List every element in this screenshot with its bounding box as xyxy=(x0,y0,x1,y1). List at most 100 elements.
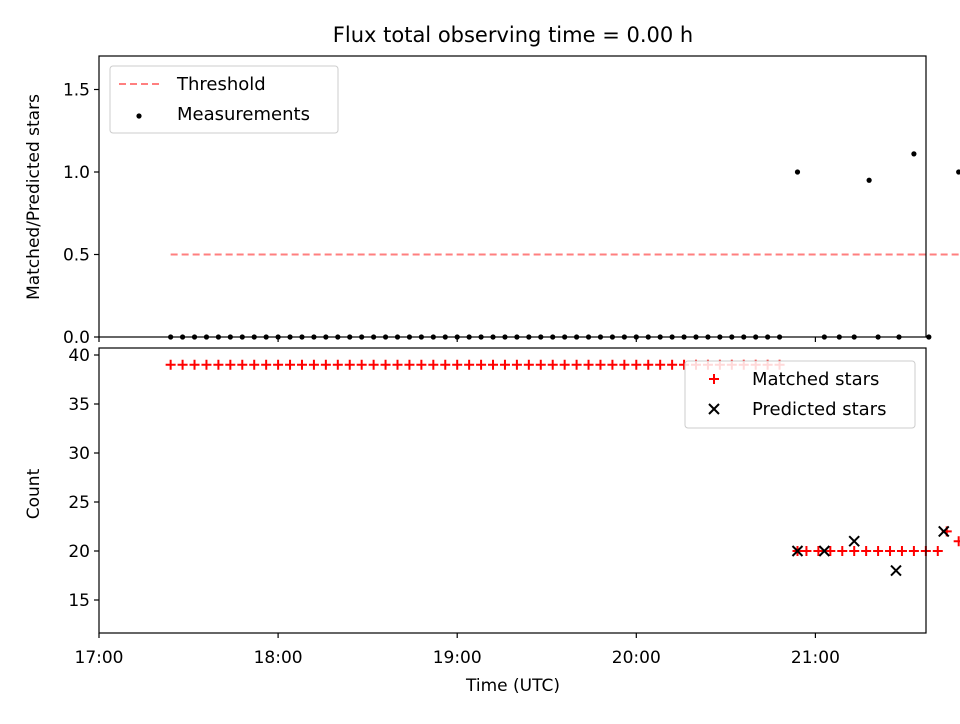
legend-threshold-label: Threshold xyxy=(176,74,266,95)
top-y-tick-label: 1.0 xyxy=(63,163,90,183)
matched-star-point xyxy=(667,359,678,370)
legend-measurements-label: Measurements xyxy=(177,104,310,125)
matched-star-point xyxy=(535,359,546,370)
matched-star-point xyxy=(225,359,236,370)
bottom-legend-box xyxy=(684,360,916,429)
bottom-legend: Matched stars Predicted stars xyxy=(684,360,916,429)
matched-star-point xyxy=(261,359,272,370)
chart-title: Flux total observing time = 0.00 h xyxy=(333,23,693,47)
matched-star-point xyxy=(953,536,960,547)
top-axes-frame xyxy=(98,55,927,338)
x-tick-label: 18:00 xyxy=(254,648,303,668)
predicted-star-point xyxy=(818,545,831,557)
matched-star-point xyxy=(464,359,475,370)
matched-star-point xyxy=(249,359,260,370)
matched-star-point xyxy=(392,359,403,370)
matched-star-point xyxy=(273,359,284,370)
matched-star-point xyxy=(643,359,654,370)
matched-star-point xyxy=(619,359,630,370)
matched-star-point xyxy=(356,359,367,370)
matched-star-point xyxy=(861,546,872,556)
top-axes: Matched/Predicted stars 0.0 0.5 1.0 1.5 Thres… xyxy=(24,55,960,348)
bottom-y-tick-label: 40 xyxy=(68,346,90,366)
top-y-tick-label: 1.5 xyxy=(63,81,90,101)
matched-star-point xyxy=(296,359,307,370)
legend-predicted-label: Predicted stars xyxy=(752,399,886,420)
bottom-y-tick-label: 30 xyxy=(68,444,90,464)
matched-star-point xyxy=(559,359,570,370)
matched-star-point xyxy=(896,546,907,556)
x-axis-label: Time (UTC) xyxy=(465,676,560,696)
matched-star-point xyxy=(885,546,896,556)
legend-matched-swatch xyxy=(709,374,719,384)
matched-star-point xyxy=(488,359,499,370)
matched-star-point xyxy=(499,359,510,370)
matched-star-point xyxy=(416,359,427,370)
matched-star-point xyxy=(332,359,343,370)
legend-predicted-swatch xyxy=(708,403,720,415)
x-tick-label: 17:00 xyxy=(75,648,124,668)
bottom-y-axis-label: Count xyxy=(24,468,44,519)
matched-star-point xyxy=(607,359,618,370)
matched-star-point xyxy=(571,359,582,370)
top-y-tick-label: 0.5 xyxy=(63,246,90,266)
predicted-star-point xyxy=(791,545,804,557)
matched-star-point xyxy=(165,359,176,370)
measurement-point xyxy=(794,169,801,175)
legend-measurements-swatch xyxy=(136,113,142,119)
matched-star-point xyxy=(825,546,836,556)
matched-star-point xyxy=(368,359,379,370)
measurement-point xyxy=(866,177,872,183)
matched-star-point xyxy=(177,359,188,370)
top-y-tick-label: 0.0 xyxy=(63,328,90,348)
top-y-axis-label: Matched/Predicted stars xyxy=(24,94,44,300)
matched-star-point xyxy=(201,359,212,370)
legend-matched-label: Matched stars xyxy=(752,369,879,390)
matched-star-point xyxy=(631,359,642,370)
matched-star-point xyxy=(932,546,943,556)
bottom-axes: Count 15 20 25 30 35 40 17:00 18:00 19:00 20:00 21:… xyxy=(24,346,960,696)
measurement-point xyxy=(956,169,960,175)
matched-star-point xyxy=(404,359,415,370)
matched-star-point xyxy=(813,546,824,556)
matched-star-point xyxy=(908,546,919,556)
matched-star-point xyxy=(237,359,248,370)
matched-star-point xyxy=(380,359,391,370)
matched-star-point xyxy=(189,359,200,370)
matched-star-point xyxy=(837,546,848,556)
bottom-axes-frame xyxy=(98,347,927,634)
matched-star-point xyxy=(873,546,884,556)
x-tick-label: 21:00 xyxy=(791,648,840,668)
matched-star-point xyxy=(285,359,296,370)
matched-star-point xyxy=(801,546,812,556)
predicted-star-point xyxy=(848,535,860,547)
bottom-y-tick-label: 25 xyxy=(68,493,90,513)
matched-star-point xyxy=(655,359,666,370)
matched-star-point xyxy=(308,359,319,370)
predicted-star-point xyxy=(890,564,902,577)
matched-star-point xyxy=(849,546,860,556)
matched-star-point xyxy=(452,359,463,370)
matched-star-point xyxy=(213,359,224,370)
bottom-y-tick-label: 35 xyxy=(68,395,90,415)
top-legend-box xyxy=(109,65,339,134)
measurement-point xyxy=(911,151,917,157)
top-legend: Threshold Measurements xyxy=(109,65,339,134)
matched-star-point xyxy=(320,359,331,370)
matched-star-point xyxy=(428,359,439,370)
matched-star-point xyxy=(344,359,355,370)
matched-star-point xyxy=(523,359,534,370)
bottom-y-tick-label: 15 xyxy=(68,591,90,611)
predicted-star-point xyxy=(938,525,950,538)
x-tick-label: 20:00 xyxy=(612,648,661,668)
matched-star-point xyxy=(595,359,606,370)
matched-star-point xyxy=(547,359,558,370)
matched-star-point xyxy=(440,359,451,370)
bottom-y-tick-label: 20 xyxy=(68,542,90,562)
matched-star-point xyxy=(511,359,522,370)
measurement-point xyxy=(926,334,932,340)
matched-star-point xyxy=(476,359,487,370)
matched-star-point xyxy=(583,359,594,370)
x-tick-label: 19:00 xyxy=(433,648,482,668)
